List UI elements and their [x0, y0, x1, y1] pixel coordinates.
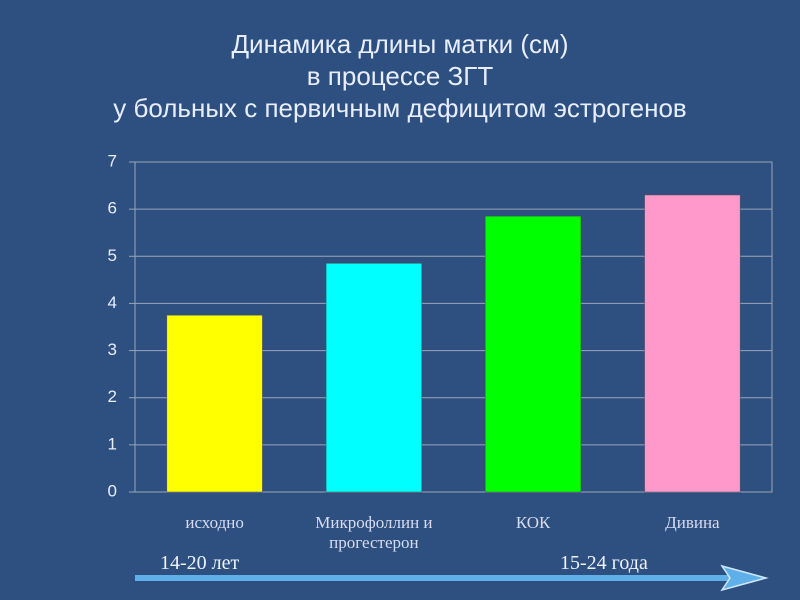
- chart-title: Динамика длины матки (см): [231, 29, 568, 59]
- annotation: 14-20 лет: [160, 552, 240, 574]
- y-tick-label: 1: [108, 434, 117, 453]
- y-tick-label: 4: [108, 293, 117, 312]
- y-tick-label: 2: [108, 387, 117, 406]
- chart-title: у больных с первичным дефицитом эстроген…: [113, 93, 686, 123]
- annotation: 15-24 года: [560, 552, 648, 574]
- bar: [644, 194, 741, 493]
- bar: [485, 215, 582, 493]
- x-tick-label: Микрофоллин и прогестерон: [315, 513, 433, 552]
- y-tick-label: 0: [108, 481, 117, 500]
- bar: [166, 314, 263, 493]
- y-tick-label: 5: [108, 246, 117, 265]
- x-tick-label: Дивина: [665, 513, 720, 532]
- bar: [325, 263, 422, 493]
- arrow-head: [720, 564, 769, 592]
- y-tick-label: 7: [108, 151, 117, 170]
- chart-title: в процессе ЗГТ: [307, 61, 494, 91]
- x-tick-label: КОК: [515, 513, 551, 532]
- y-tick-label: 6: [108, 199, 117, 218]
- y-tick-label: 3: [108, 340, 117, 359]
- x-tick-label: исходно: [185, 513, 244, 532]
